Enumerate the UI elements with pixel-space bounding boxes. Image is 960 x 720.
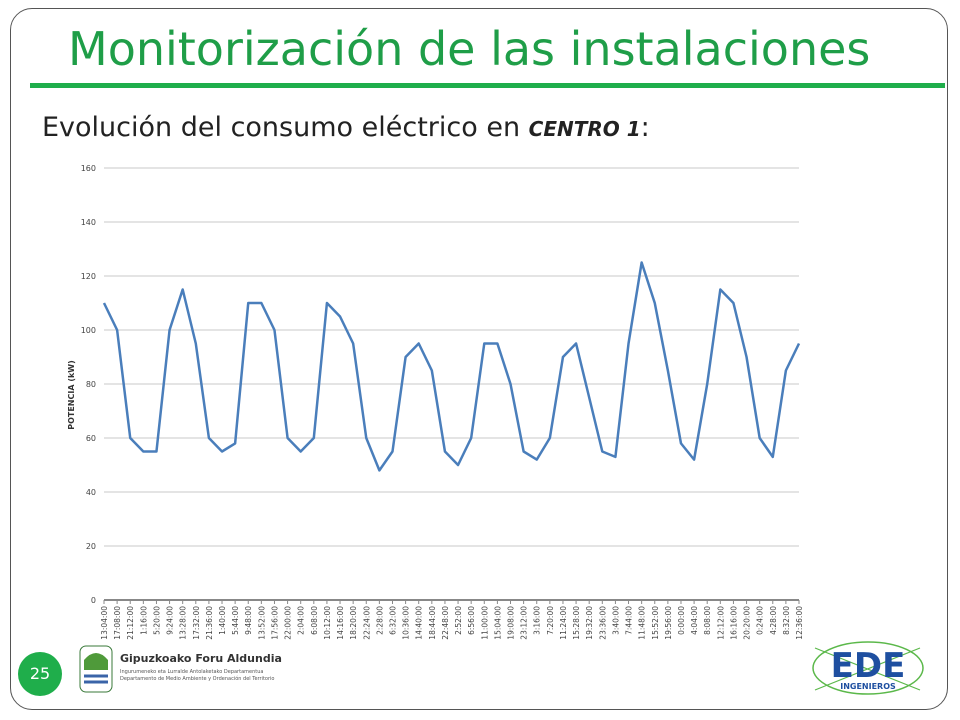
x-tick-label: 17:08:00	[113, 606, 122, 640]
subtitle: Evolución del consumo eléctrico en CENTR…	[42, 112, 650, 143]
x-tick-label: 8:32:00	[782, 606, 791, 635]
x-tick-label: 6:08:00	[310, 606, 319, 635]
x-tick-label: 23:36:00	[598, 606, 607, 640]
x-tick-label: 1:40:00	[218, 606, 227, 635]
x-tick-label: 15:28:00	[572, 606, 581, 640]
x-tick-label: 11:48:00	[638, 606, 647, 640]
x-tick-label: 10:12:00	[323, 606, 332, 640]
subtitle-text: Evolución del consumo eléctrico en	[42, 112, 521, 143]
logo-line: Departamento de Medio Ambiente y Ordenac…	[120, 675, 274, 682]
x-tick-label: 11:24:00	[559, 606, 568, 640]
x-tick-label: 11:00:00	[480, 606, 489, 640]
x-tick-label: 4:04:00	[690, 606, 699, 635]
x-tick-label: 3:16:00	[533, 606, 542, 635]
title-rule	[30, 83, 945, 88]
x-tick-label: 19:56:00	[664, 606, 673, 640]
y-tick-label: 120	[81, 272, 96, 281]
x-tick-label: 21:36:00	[205, 606, 214, 640]
shield-waves	[84, 674, 108, 684]
x-tick-label: 16:16:00	[729, 606, 738, 640]
y-tick-label: 60	[86, 434, 96, 443]
x-tick-label: 22:48:00	[441, 606, 450, 640]
ede-ring	[812, 641, 924, 695]
x-tick-label: 19:32:00	[585, 606, 594, 640]
x-tick-label: 1:16:00	[139, 606, 148, 635]
y-tick-label: 40	[86, 488, 96, 497]
x-tick-label: 7:20:00	[546, 606, 555, 635]
x-tick-label: 14:40:00	[415, 606, 424, 640]
x-tick-label: 18:44:00	[428, 606, 437, 640]
x-tick-label: 23:12:00	[520, 606, 529, 640]
series-line	[102, 261, 801, 472]
x-tick-label: 5:44:00	[231, 606, 240, 635]
page-number: 25	[18, 652, 62, 696]
ede-logo: EDE	[831, 646, 906, 686]
x-tick-label: 2:28:00	[375, 606, 384, 635]
ede-cross	[814, 647, 921, 691]
x-tick-label: 6:32:00	[388, 606, 397, 635]
x-tick-label: 5:20:00	[152, 606, 161, 635]
ede-sub: INGENIEROS	[840, 682, 896, 691]
y-tick-label: 100	[81, 326, 96, 335]
logo-name: Gipuzkoako Foru Aldundia	[120, 652, 282, 665]
x-tick-label: 4:28:00	[769, 606, 778, 635]
subtitle-emphasis: CENTRO 1	[528, 117, 641, 141]
x-tick-label: 18:20:00	[349, 606, 358, 640]
x-tick-label: 0:24:00	[756, 606, 765, 635]
x-tick-label: 17:32:00	[192, 606, 201, 640]
x-tick-label: 3:40:00	[611, 606, 620, 635]
x-tick-label: 22:00:00	[284, 606, 293, 640]
y-tick-label: 80	[86, 380, 96, 389]
x-tick-label: 21:12:00	[126, 606, 135, 640]
y-tick-label: 20	[86, 542, 96, 551]
x-tick-label: 13:04:00	[100, 606, 109, 640]
x-tick-label: 6:56:00	[467, 606, 476, 635]
x-tick-label: 2:52:00	[454, 606, 463, 635]
x-tick-label: 8:08:00	[703, 606, 712, 635]
x-tick-label: 12:36:00	[795, 606, 804, 640]
x-tick-label: 13:52:00	[257, 606, 266, 640]
x-tick-label: 7:44:00	[625, 606, 634, 635]
y-tick-label: 160	[81, 164, 96, 173]
x-tick-label: 15:52:00	[651, 606, 660, 640]
x-tick-label: 0:00:00	[677, 606, 686, 635]
x-tick-label: 22:24:00	[362, 606, 371, 640]
subtitle-end: :	[640, 112, 650, 143]
x-tick-label: 20:20:00	[743, 606, 752, 640]
x-tick-label: 2:04:00	[297, 606, 306, 635]
x-tick-label: 12:12:00	[716, 606, 725, 640]
x-tick-label: 15:04:00	[493, 606, 502, 640]
x-tick-label: 14:16:00	[336, 606, 345, 640]
x-tick-label: 9:24:00	[166, 606, 175, 635]
slide-title: Monitorización de las instalaciones	[68, 22, 871, 76]
logo-line: Ingurumeneko eta Lurralde Antolaketako D…	[120, 669, 263, 675]
y-tick-label: 140	[81, 218, 96, 227]
x-tick-label: 9:48:00	[244, 606, 253, 635]
x-tick-label: 19:08:00	[507, 606, 516, 640]
slide-frame	[10, 8, 948, 710]
y-tick-label: 0	[91, 596, 96, 605]
shield-tree	[84, 653, 108, 670]
x-tick-label: 17:56:00	[270, 606, 279, 640]
y-axis-label: POTENCIA (kW)	[67, 360, 76, 430]
x-tick-label: 13:28:00	[179, 606, 188, 640]
x-tick-label: 10:36:00	[402, 606, 411, 640]
